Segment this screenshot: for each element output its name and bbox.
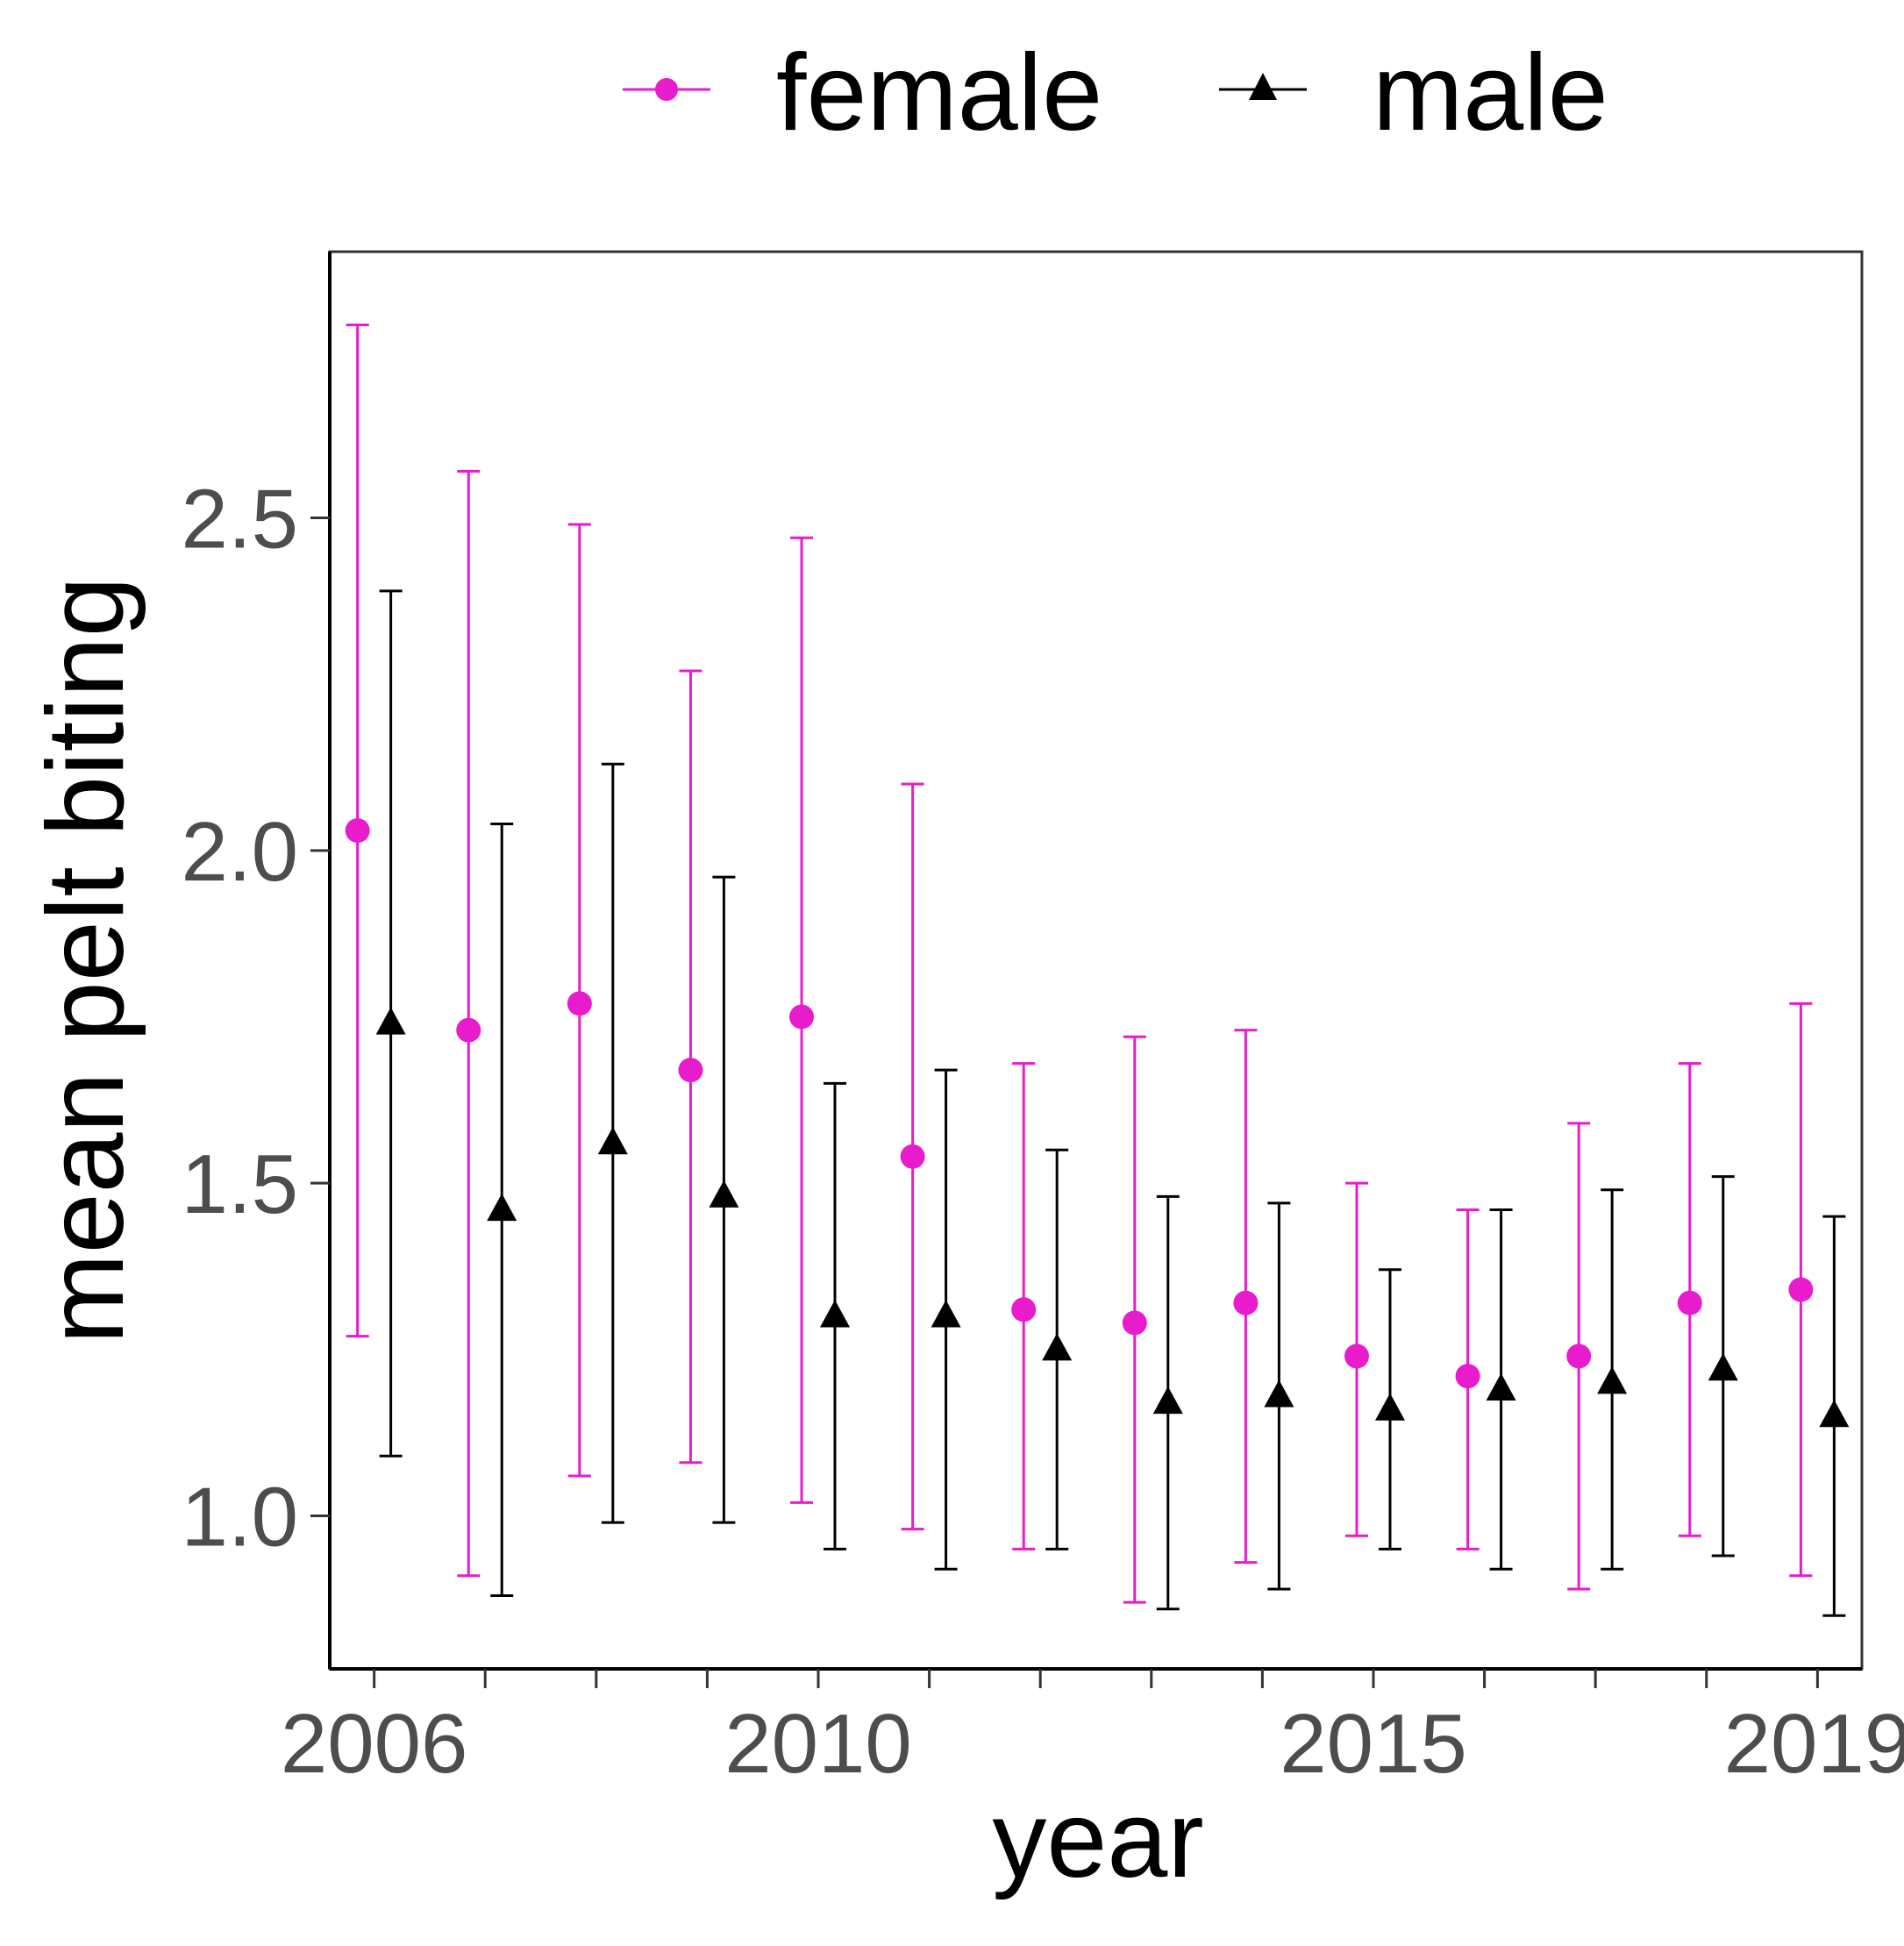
y-axis: 1.0 1.5 2.0 2.5: [182, 252, 332, 1669]
x-tick-label-2006: 2006: [281, 1697, 468, 1791]
points-layer: [345, 818, 1850, 1428]
point-male-2006: [375, 1007, 406, 1035]
point-male-2017: [1597, 1366, 1628, 1394]
plot-panel: [328, 250, 1864, 1671]
point-male-2014: [1264, 1379, 1294, 1408]
y-tick-label-2.0: 2.0: [182, 805, 298, 899]
legend-item-male: male: [1219, 32, 1608, 153]
point-female-2009: [678, 1058, 703, 1083]
point-female-2015: [1344, 1344, 1369, 1369]
panel-border: [328, 250, 1864, 1671]
point-female-2008: [567, 991, 592, 1016]
point-female-2018: [1677, 1290, 1702, 1315]
errorbars-layer: [346, 323, 1846, 1617]
y-tick-label-1.0: 1.0: [182, 1471, 298, 1565]
point-female-2006: [345, 818, 370, 844]
y-tick-label-1.5: 1.5: [182, 1137, 298, 1231]
point-male-2015: [1374, 1393, 1405, 1421]
point-female-2007: [456, 1017, 481, 1043]
point-male-2019: [1819, 1400, 1850, 1428]
x-tick-label-2019: 2019: [1724, 1697, 1904, 1791]
legend-item-female: female: [623, 32, 1102, 153]
point-female-2016: [1455, 1364, 1480, 1389]
point-male-2010: [820, 1300, 851, 1328]
point-female-2017: [1566, 1344, 1592, 1369]
point-male-2013: [1152, 1386, 1183, 1415]
x-tick-label-2010: 2010: [724, 1697, 912, 1791]
point-male-2018: [1708, 1352, 1738, 1381]
point-female-2013: [1122, 1310, 1147, 1336]
x-tick-label-2015: 2015: [1280, 1697, 1467, 1791]
point-female-2014: [1233, 1290, 1259, 1315]
point-female-2019: [1788, 1277, 1814, 1302]
point-male-2016: [1486, 1372, 1516, 1401]
point-male-2008: [597, 1127, 628, 1155]
legend-label-male: male: [1373, 32, 1608, 153]
point-male-2009: [709, 1180, 739, 1208]
point-male-2011: [931, 1300, 961, 1328]
point-female-2010: [789, 1004, 815, 1030]
point-male-2012: [1042, 1333, 1073, 1361]
legend-label-female: female: [776, 32, 1102, 153]
legend: female male: [623, 32, 1608, 153]
x-axis: 2006 2010 2015 2019: [281, 1667, 1904, 1791]
y-tick-label-2.5: 2.5: [182, 472, 298, 566]
y-axis-title: mean pelt biting: [25, 576, 146, 1344]
legend-key-marker: [1249, 73, 1277, 100]
point-female-2012: [1011, 1297, 1037, 1322]
x-axis-title: year: [992, 1779, 1203, 1900]
point-male-2007: [487, 1193, 517, 1222]
point-female-2011: [900, 1144, 925, 1169]
legend-key-marker: [655, 78, 678, 101]
